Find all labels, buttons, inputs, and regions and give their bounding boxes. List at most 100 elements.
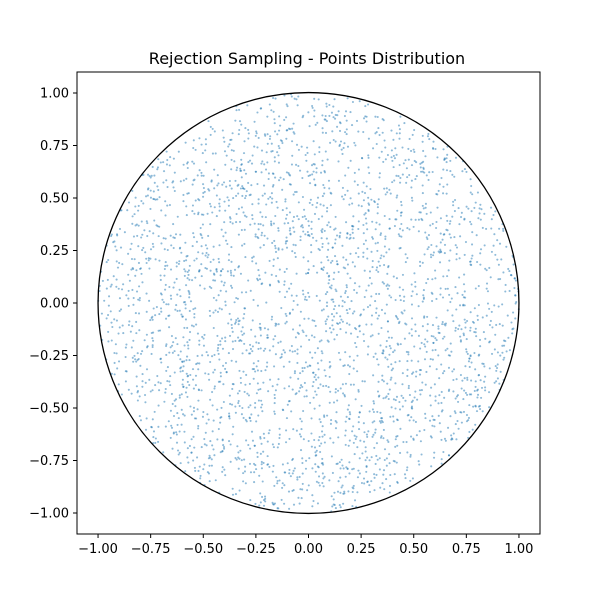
- scatter-point: [469, 355, 472, 358]
- scatter-point: [330, 111, 334, 114]
- scatter-point: [236, 297, 239, 300]
- scatter-point: [169, 156, 172, 159]
- scatter-point: [172, 286, 175, 289]
- scatter-point: [339, 358, 342, 361]
- scatter-point: [353, 180, 356, 183]
- scatter-point: [291, 457, 294, 461]
- scatter-point: [248, 382, 251, 385]
- scatter-point: [187, 192, 190, 195]
- scatter-point: [272, 258, 275, 261]
- scatter-point: [291, 140, 294, 143]
- scatter-point: [241, 406, 244, 410]
- scatter-point: [294, 244, 297, 247]
- scatter-point: [434, 399, 437, 402]
- scatter-point: [483, 212, 486, 215]
- scatter-point: [373, 476, 376, 479]
- scatter-point: [479, 203, 482, 206]
- scatter-point: [288, 472, 291, 475]
- scatter-point: [353, 288, 356, 292]
- scatter-point: [179, 462, 182, 465]
- scatter-point: [330, 495, 333, 498]
- scatter-point: [284, 312, 287, 315]
- scatter-point: [365, 470, 368, 473]
- scatter-point: [206, 354, 210, 357]
- scatter-point: [476, 260, 479, 264]
- scatter-point: [399, 181, 402, 184]
- scatter-point: [449, 249, 452, 252]
- scatter-point: [349, 252, 352, 255]
- scatter-point: [268, 465, 271, 468]
- scatter-point: [214, 479, 217, 482]
- scatter-point: [164, 200, 167, 203]
- scatter-point: [304, 233, 307, 236]
- scatter-point: [277, 229, 280, 232]
- scatter-point: [412, 225, 415, 228]
- scatter-point: [149, 207, 152, 211]
- scatter-point: [196, 354, 199, 358]
- scatter-point: [283, 280, 286, 283]
- scatter-point: [168, 203, 171, 207]
- scatter-point: [326, 158, 329, 161]
- unit-circle-outline: [97, 91, 520, 515]
- scatter-point: [314, 463, 317, 466]
- scatter-point: [329, 141, 332, 144]
- scatter-point: [265, 203, 268, 206]
- scatter-point: [272, 183, 275, 187]
- scatter-point: [230, 168, 233, 171]
- scatter-point: [377, 363, 380, 366]
- scatter-point: [223, 221, 226, 224]
- scatter-point: [361, 452, 364, 455]
- scatter-point: [191, 160, 194, 163]
- scatter-point: [422, 207, 425, 210]
- scatter-point: [315, 167, 318, 170]
- scatter-point: [501, 324, 504, 327]
- scatter-point: [202, 195, 205, 198]
- scatter-point: [434, 277, 437, 280]
- scatter-point: [199, 284, 202, 287]
- scatter-point: [149, 196, 153, 199]
- scatter-point: [235, 213, 238, 216]
- scatter-point: [243, 307, 247, 310]
- scatter-point: [238, 405, 241, 408]
- scatter-point: [138, 415, 141, 418]
- scatter-point: [457, 327, 460, 331]
- scatter-point: [357, 469, 360, 472]
- scatter-point: [402, 299, 405, 303]
- scatter-point: [169, 268, 173, 271]
- scatter-point: [448, 259, 451, 262]
- scatter-point: [262, 224, 265, 227]
- scatter-point: [130, 346, 133, 349]
- scatter-point: [323, 433, 326, 436]
- scatter-point: [486, 290, 490, 293]
- scatter-point: [213, 368, 216, 371]
- scatter-point: [270, 201, 273, 204]
- scatter-point: [229, 443, 232, 446]
- scatter-point: [172, 223, 175, 226]
- scatter-point: [342, 198, 345, 201]
- scatter-point: [376, 206, 379, 209]
- scatter-point: [414, 178, 417, 181]
- scatter-point: [264, 495, 267, 498]
- scatter-point: [224, 239, 228, 242]
- scatter-point: [478, 373, 481, 377]
- scatter-point: [142, 246, 145, 249]
- scatter-point: [398, 235, 401, 238]
- scatter-point: [290, 345, 293, 348]
- scatter-point: [164, 391, 167, 394]
- scatter-point: [139, 267, 142, 270]
- scatter-point: [257, 202, 260, 205]
- scatter-point: [314, 351, 317, 354]
- scatter-point: [221, 129, 224, 132]
- scatter-point: [358, 285, 361, 288]
- scatter-point: [494, 210, 497, 213]
- scatter-point: [398, 294, 402, 297]
- scatter-point: [343, 393, 346, 397]
- x-tick-label: −0.75: [131, 542, 171, 557]
- scatter-point: [275, 274, 278, 278]
- scatter-point: [115, 319, 118, 322]
- scatter-point: [258, 274, 261, 277]
- scatter-point: [290, 294, 293, 297]
- scatter-point: [124, 370, 127, 373]
- scatter-point: [377, 270, 380, 273]
- scatter-point: [349, 383, 352, 386]
